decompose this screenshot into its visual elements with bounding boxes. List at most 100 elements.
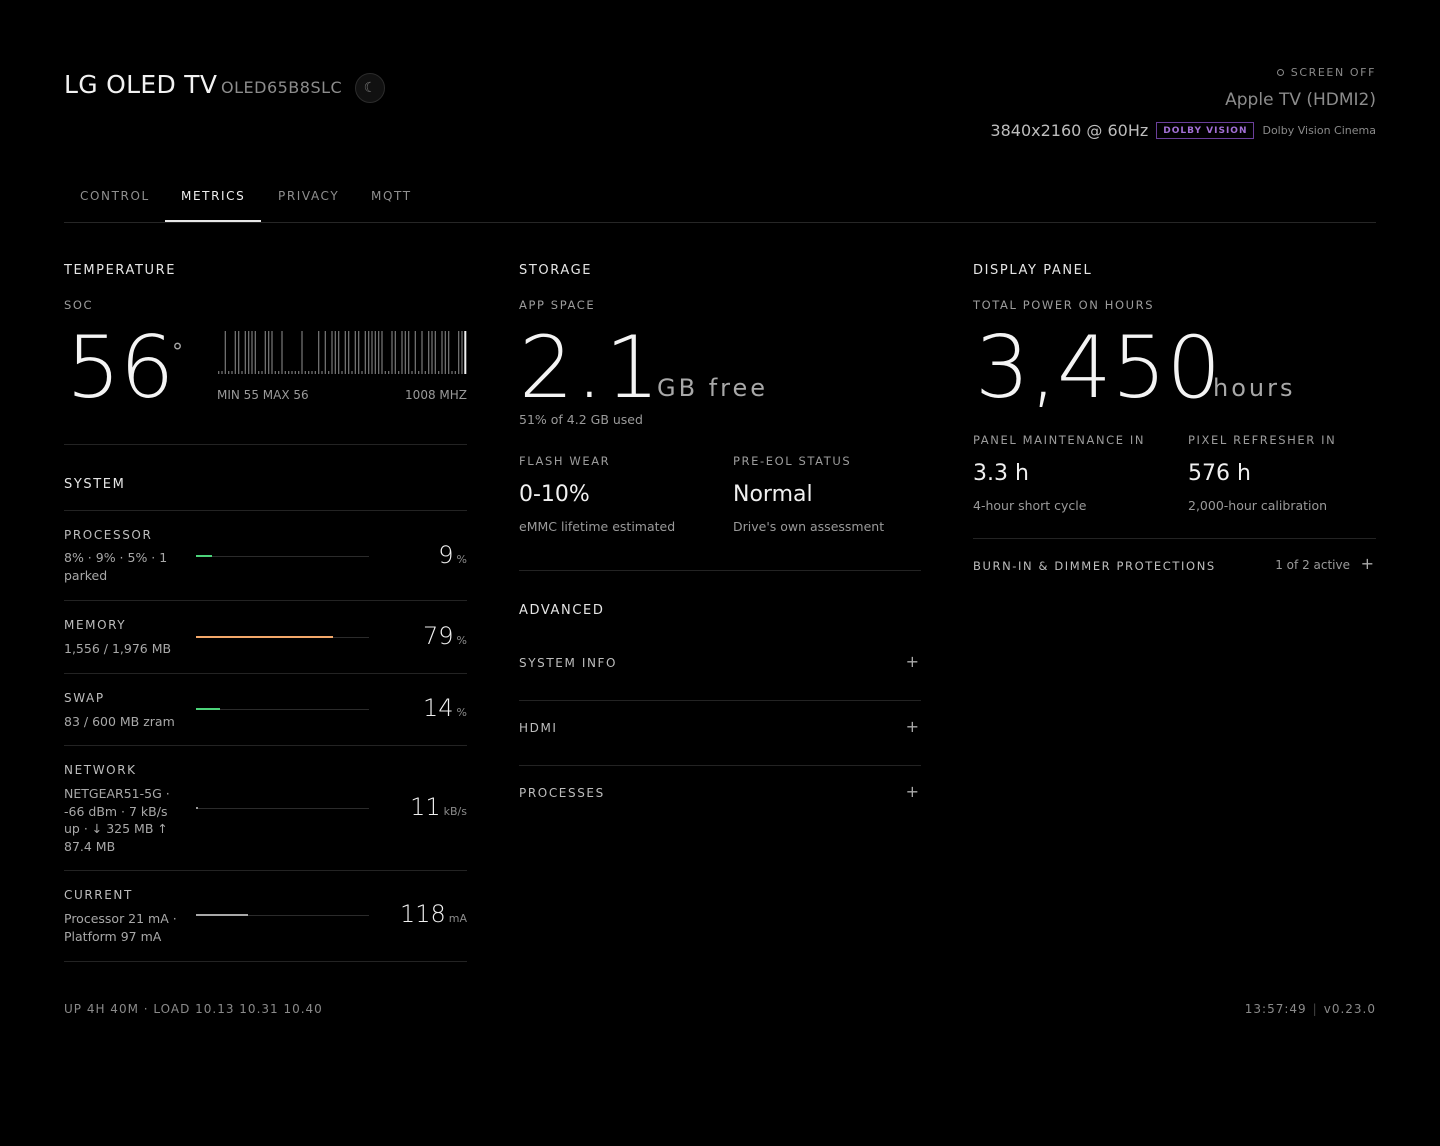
system-heading: SYSTEM — [64, 477, 126, 492]
swap-value: 14% — [423, 694, 467, 722]
memory-value: 79% — [423, 622, 467, 650]
soc-frequency: 1008 MHZ — [405, 388, 467, 402]
divider — [64, 961, 467, 962]
circle-icon — [1276, 69, 1284, 76]
temperature-sparkline — [218, 331, 467, 374]
processor-detail: 8% · 9% · 5% · 1 parked — [64, 550, 168, 583]
burn-in-protections-status: 1 of 2 active — [1275, 558, 1350, 572]
flash-wear-value: 0-10% — [519, 482, 590, 507]
advanced-heading: ADVANCED — [519, 603, 605, 618]
pixel-refresher-label: PIXEL REFRESHER IN — [1188, 433, 1337, 447]
flash-wear-label: FLASH WEAR — [519, 454, 611, 468]
burn-in-protections-toggle[interactable]: BURN-IN & DIMMER PROTECTIONS 1 of 2 acti… — [973, 548, 1376, 584]
processor-label: PROCESSOR — [64, 528, 153, 542]
video-info: 3840x2160 @ 60Hz DOLBY VISION Dolby Visi… — [990, 121, 1376, 140]
memory-label: MEMORY — [64, 618, 127, 632]
memory-bar — [196, 636, 369, 638]
storage-heading: STORAGE — [519, 263, 593, 278]
moon-icon: ☾ — [363, 80, 377, 96]
app-space-unit: GB free — [657, 374, 769, 402]
screen-off-label: SCREEN OFF — [1290, 66, 1376, 79]
input-source: Apple TV (HDMI2) — [1225, 90, 1376, 110]
current-bar-fill — [196, 914, 248, 916]
power-on-hours-unit: hours — [1213, 374, 1296, 402]
divider — [64, 444, 467, 445]
screen-off-button[interactable]: SCREEN OFF — [1276, 66, 1376, 79]
tab-privacy[interactable]: PRIVACY — [278, 189, 340, 203]
soc-temperature-value: 56 — [66, 318, 174, 418]
hdr-badge: DOLBY VISION — [1156, 122, 1255, 139]
accordion-hdmi[interactable]: HDMI + — [519, 701, 921, 766]
swap-bar-fill — [196, 708, 220, 710]
tab-mqtt[interactable]: MQTT — [371, 189, 412, 203]
clock: 13:57:49 — [1244, 1002, 1307, 1016]
current-value: 118 mA — [399, 900, 467, 928]
plus-icon: + — [905, 717, 919, 736]
temperature-heading: TEMPERATURE — [64, 263, 177, 278]
tab-control[interactable]: CONTROL — [80, 189, 150, 203]
divider — [64, 870, 467, 871]
tab-bar: CONTROL METRICS PRIVACY MQTT — [64, 176, 1376, 223]
divider — [64, 673, 467, 674]
power-on-hours-label: TOTAL POWER ON HOURS — [973, 298, 1155, 312]
pre-eol-sub: Drive's own assessment — [733, 519, 885, 534]
picture-mode: Dolby Vision Cinema — [1262, 124, 1376, 137]
plus-icon: + — [905, 782, 919, 801]
app-space-value: 2.1 — [519, 318, 662, 418]
swap-bar — [196, 708, 369, 710]
accordion-label: HDMI — [519, 721, 558, 735]
active-tab-indicator — [165, 220, 261, 222]
pixel-refresher-sub: 2,000-hour calibration — [1188, 498, 1328, 513]
plus-icon: + — [1360, 554, 1374, 573]
device-model: OLED65B8SLC — [221, 78, 343, 97]
network-bar-fill — [196, 807, 198, 809]
degree-symbol: ° — [172, 340, 183, 365]
version: v0.23.0 — [1323, 1002, 1376, 1016]
panel-maintenance-sub: 4-hour short cycle — [973, 498, 1087, 513]
network-label: NETWORK — [64, 763, 137, 777]
divider — [64, 510, 467, 511]
temperature-min-max: MIN 55 MAX 56 — [217, 388, 309, 402]
current-bar — [196, 914, 369, 916]
processor-value: 9% — [438, 541, 467, 569]
network-value: 11 kB/s — [410, 793, 467, 821]
soc-label: SOC — [64, 298, 94, 312]
theme-toggle-button[interactable]: ☾ — [355, 73, 385, 103]
network-detail: NETGEAR51-5G · -66 dBm · 7 kB/s up · ↓ 3… — [64, 786, 170, 854]
divider — [64, 745, 467, 746]
pixel-refresher-value: 576 h — [1188, 461, 1251, 486]
panel-maintenance-label: PANEL MAINTENANCE IN — [973, 433, 1146, 447]
tab-metrics[interactable]: METRICS — [181, 189, 246, 203]
burn-in-protections-label: BURN-IN & DIMMER PROTECTIONS — [973, 559, 1216, 573]
device-title: LG OLED TV — [64, 70, 218, 99]
panel-maintenance-value: 3.3 h — [973, 461, 1029, 486]
uptime-load: UP 4H 40M · LOAD 10.13 10.31 10.40 — [64, 1002, 323, 1016]
current-detail: Processor 21 mA · Platform 97 mA — [64, 911, 177, 944]
accordion-processes[interactable]: PROCESSES + — [519, 766, 921, 816]
memory-detail: 1,556 / 1,976 MB — [64, 641, 172, 656]
separator: | — [1312, 1002, 1318, 1016]
resolution: 3840x2160 @ 60Hz — [990, 121, 1149, 140]
current-label: CURRENT — [64, 888, 133, 902]
pre-eol-value: Normal — [733, 482, 813, 507]
accordion-label: SYSTEM INFO — [519, 656, 618, 670]
flash-wear-sub: eMMC lifetime estimated — [519, 519, 676, 534]
network-bar — [196, 807, 369, 809]
swap-detail: 83 / 600 MB zram — [64, 714, 175, 729]
app-space-label: APP SPACE — [519, 298, 596, 312]
divider — [973, 538, 1376, 539]
memory-bar-fill — [196, 636, 333, 638]
accordion-label: PROCESSES — [519, 786, 605, 800]
app-space-usage: 51% of 4.2 GB used — [519, 412, 643, 427]
plus-icon: + — [905, 652, 919, 671]
divider — [64, 600, 467, 601]
power-on-hours-value: 3,450 — [975, 318, 1222, 418]
processor-bar-fill — [196, 555, 212, 557]
processor-bar — [196, 555, 369, 557]
footer-meta: 13:57:49 | v0.23.0 — [1245, 1002, 1376, 1016]
divider — [519, 570, 921, 571]
accordion-system-info[interactable]: SYSTEM INFO + — [519, 636, 921, 701]
display-panel-heading: DISPLAY PANEL — [973, 263, 1093, 278]
pre-eol-label: PRE-EOL STATUS — [733, 454, 852, 468]
swap-label: SWAP — [64, 691, 105, 705]
